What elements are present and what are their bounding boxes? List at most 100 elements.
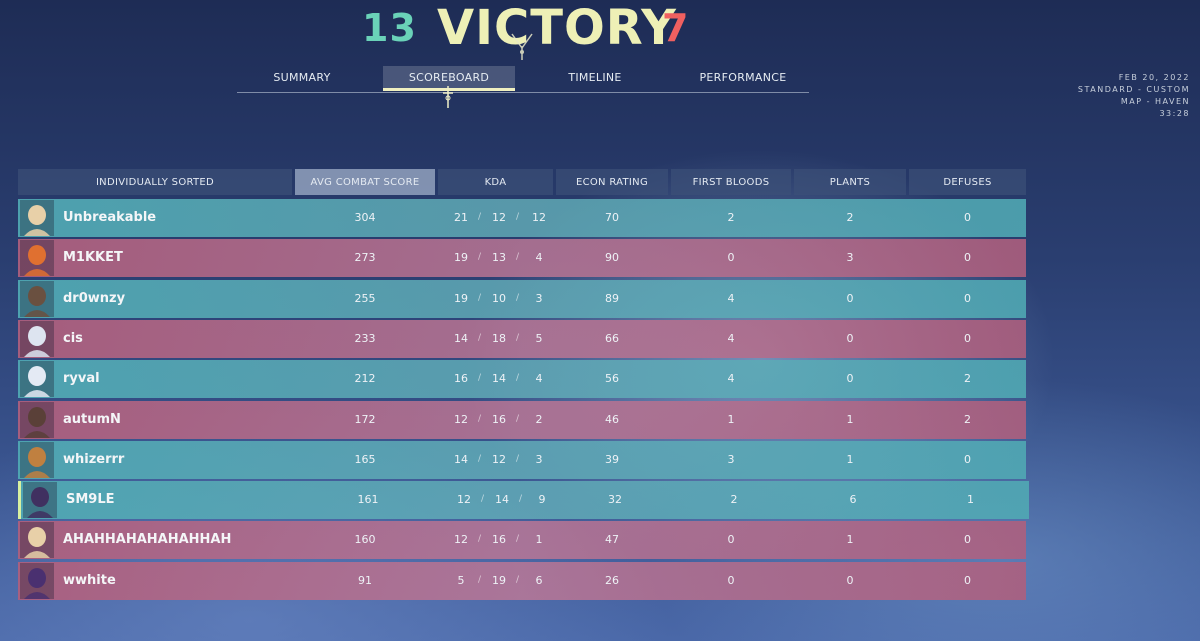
kda-separator: / [516, 332, 520, 343]
econ-value: 47 [605, 533, 619, 547]
defuses-value: 0 [964, 291, 971, 305]
tab-bar: SUMMARY SCOREBOARD TIMELINE PERFORMANCE [237, 66, 809, 93]
deaths-value: 19 [492, 573, 506, 587]
match-result-title: VICTORY [437, 0, 677, 56]
defuses-value: 0 [964, 533, 971, 547]
match-duration: 33:28 [1159, 109, 1190, 118]
defuses-value: 0 [964, 573, 971, 587]
tab-scoreboard[interactable]: SCOREBOARD [383, 66, 515, 91]
deaths-value: 12 [492, 211, 506, 224]
player-name: M1KKET [63, 250, 123, 266]
deaths-value: 10 [492, 291, 506, 305]
first-bloods-value: 0 [727, 251, 735, 265]
player-name: cis [63, 330, 83, 346]
defuses-value: 1 [967, 493, 974, 507]
first-bloods-value: 2 [730, 493, 738, 507]
tab-performance[interactable]: PERFORMANCE [699, 71, 787, 84]
acs-value: 172 [354, 412, 376, 426]
kills-value: 5 [457, 573, 465, 587]
plants-value: 2 [846, 211, 854, 224]
table-row[interactable]: wwhite 91 5 / 19 / 6 26 0 0 0 [18, 561, 1026, 600]
table-header: INDIVIDUALLY SORTED AVG COMBAT SCORE KDA… [18, 169, 1026, 195]
kda-separator: / [516, 252, 520, 263]
column-header-first-bloods[interactable]: FIRST BLOODS [671, 169, 791, 195]
assists-value: 1 [535, 533, 543, 547]
table-row[interactable]: ryval 212 16 / 14 / 4 56 4 0 2 [18, 360, 1026, 399]
acs-value: 255 [354, 291, 376, 305]
defuses-value: 0 [964, 251, 971, 265]
agent-avatar-icon [20, 200, 54, 236]
column-header-econ[interactable]: ECON RATING [556, 169, 668, 195]
first-bloods-value: 0 [727, 573, 735, 587]
acs-value: 91 [358, 573, 372, 587]
player-name: wwhite [63, 572, 116, 588]
plants-value: 0 [846, 372, 854, 386]
kda-separator: / [516, 534, 520, 545]
plants-value: 1 [846, 412, 854, 426]
match-mode: STANDARD - CUSTOM [1077, 85, 1190, 94]
acs-value: 273 [354, 251, 376, 265]
table-row[interactable]: SM9LE 161 12 / 14 / 9 32 2 6 1 [18, 481, 1029, 520]
deaths-value: 13 [492, 251, 506, 265]
column-header-plants[interactable]: PLANTS [794, 169, 906, 195]
kda-separator: / [516, 574, 520, 585]
tab-summary[interactable]: SUMMARY [273, 71, 331, 84]
table-row[interactable]: cis 233 14 / 18 / 5 66 4 0 0 [18, 319, 1026, 358]
active-tab-marker-icon [441, 86, 455, 112]
econ-value: 46 [605, 412, 619, 426]
kda-separator: / [519, 494, 523, 505]
assists-value: 4 [535, 372, 543, 386]
defuses-value: 2 [964, 372, 971, 386]
kda-separator: / [478, 212, 482, 222]
acs-value: 304 [354, 211, 376, 224]
deaths-value: 16 [492, 533, 506, 547]
deaths-value: 14 [492, 372, 506, 386]
player-name: autumN [63, 411, 121, 427]
econ-value: 26 [605, 573, 619, 587]
first-bloods-value: 2 [727, 211, 735, 224]
econ-value: 39 [605, 452, 619, 466]
table-row[interactable]: autumN 172 12/16/2 46 1 1 2 [18, 400, 1026, 439]
table-row[interactable]: whizerrr 165 14 / 12 / 3 39 3 1 0 [18, 440, 1026, 479]
match-header: 13 VICTORY 7 [0, 0, 1200, 60]
assists-value: 3 [535, 452, 543, 466]
column-header-sort[interactable]: INDIVIDUALLY SORTED [18, 169, 292, 195]
assists-value: 3 [535, 291, 543, 305]
deaths-value: 18 [492, 331, 506, 345]
econ-value: 89 [605, 291, 619, 305]
column-header-defuses[interactable]: DEFUSES [909, 169, 1026, 195]
kda-separator: / [516, 373, 520, 384]
match-info: FEB 20, 2022 STANDARD - CUSTOM MAP - HAV… [1078, 72, 1190, 120]
match-map: MAP - HAVEN [1120, 97, 1190, 106]
column-header-acs[interactable]: AVG COMBAT SCORE [295, 169, 435, 195]
acs-value: 165 [354, 452, 376, 466]
first-bloods-value: 1 [727, 412, 735, 426]
table-row[interactable]: Unbreakable 304 21 / 12 / 12 70 2 2 0 [18, 199, 1026, 237]
kda-separator: / [478, 534, 482, 545]
first-bloods-value: 0 [727, 533, 735, 547]
first-bloods-value: 3 [727, 452, 735, 466]
kda-separator: / [478, 413, 482, 424]
player-name: SM9LE [66, 492, 115, 508]
first-bloods-value: 4 [727, 331, 735, 345]
kda-separator: / [478, 332, 482, 343]
table-row[interactable]: dr0wnzy 255 19 / 10 / 3 89 4 0 0 [18, 279, 1026, 318]
defuses-value: 0 [964, 331, 971, 345]
tab-timeline[interactable]: TIMELINE [568, 71, 622, 84]
kills-value: 14 [454, 452, 468, 466]
kills-value: 12 [457, 493, 471, 507]
column-header-kda[interactable]: KDA [438, 169, 553, 195]
kills-value: 12 [454, 412, 468, 426]
agent-avatar-icon [20, 320, 54, 357]
player-name: AHAHHAHAHAHAHHAH [63, 532, 232, 548]
defuses-value: 2 [964, 412, 971, 426]
agent-avatar-icon [20, 562, 54, 599]
assists-value: 9 [538, 493, 546, 507]
first-bloods-value: 4 [727, 372, 735, 386]
kda-separator: / [478, 373, 482, 384]
kda-separator: / [478, 574, 482, 585]
agent-avatar-icon [20, 240, 54, 277]
table-row[interactable]: AHAHHAHAHAHAHHAH 160 12 / 16 / 1 47 0 1 0 [18, 521, 1026, 560]
acs-value: 212 [354, 372, 376, 386]
table-row[interactable]: M1KKET 273 19 / 13 / 4 90 0 3 0 [18, 239, 1026, 278]
